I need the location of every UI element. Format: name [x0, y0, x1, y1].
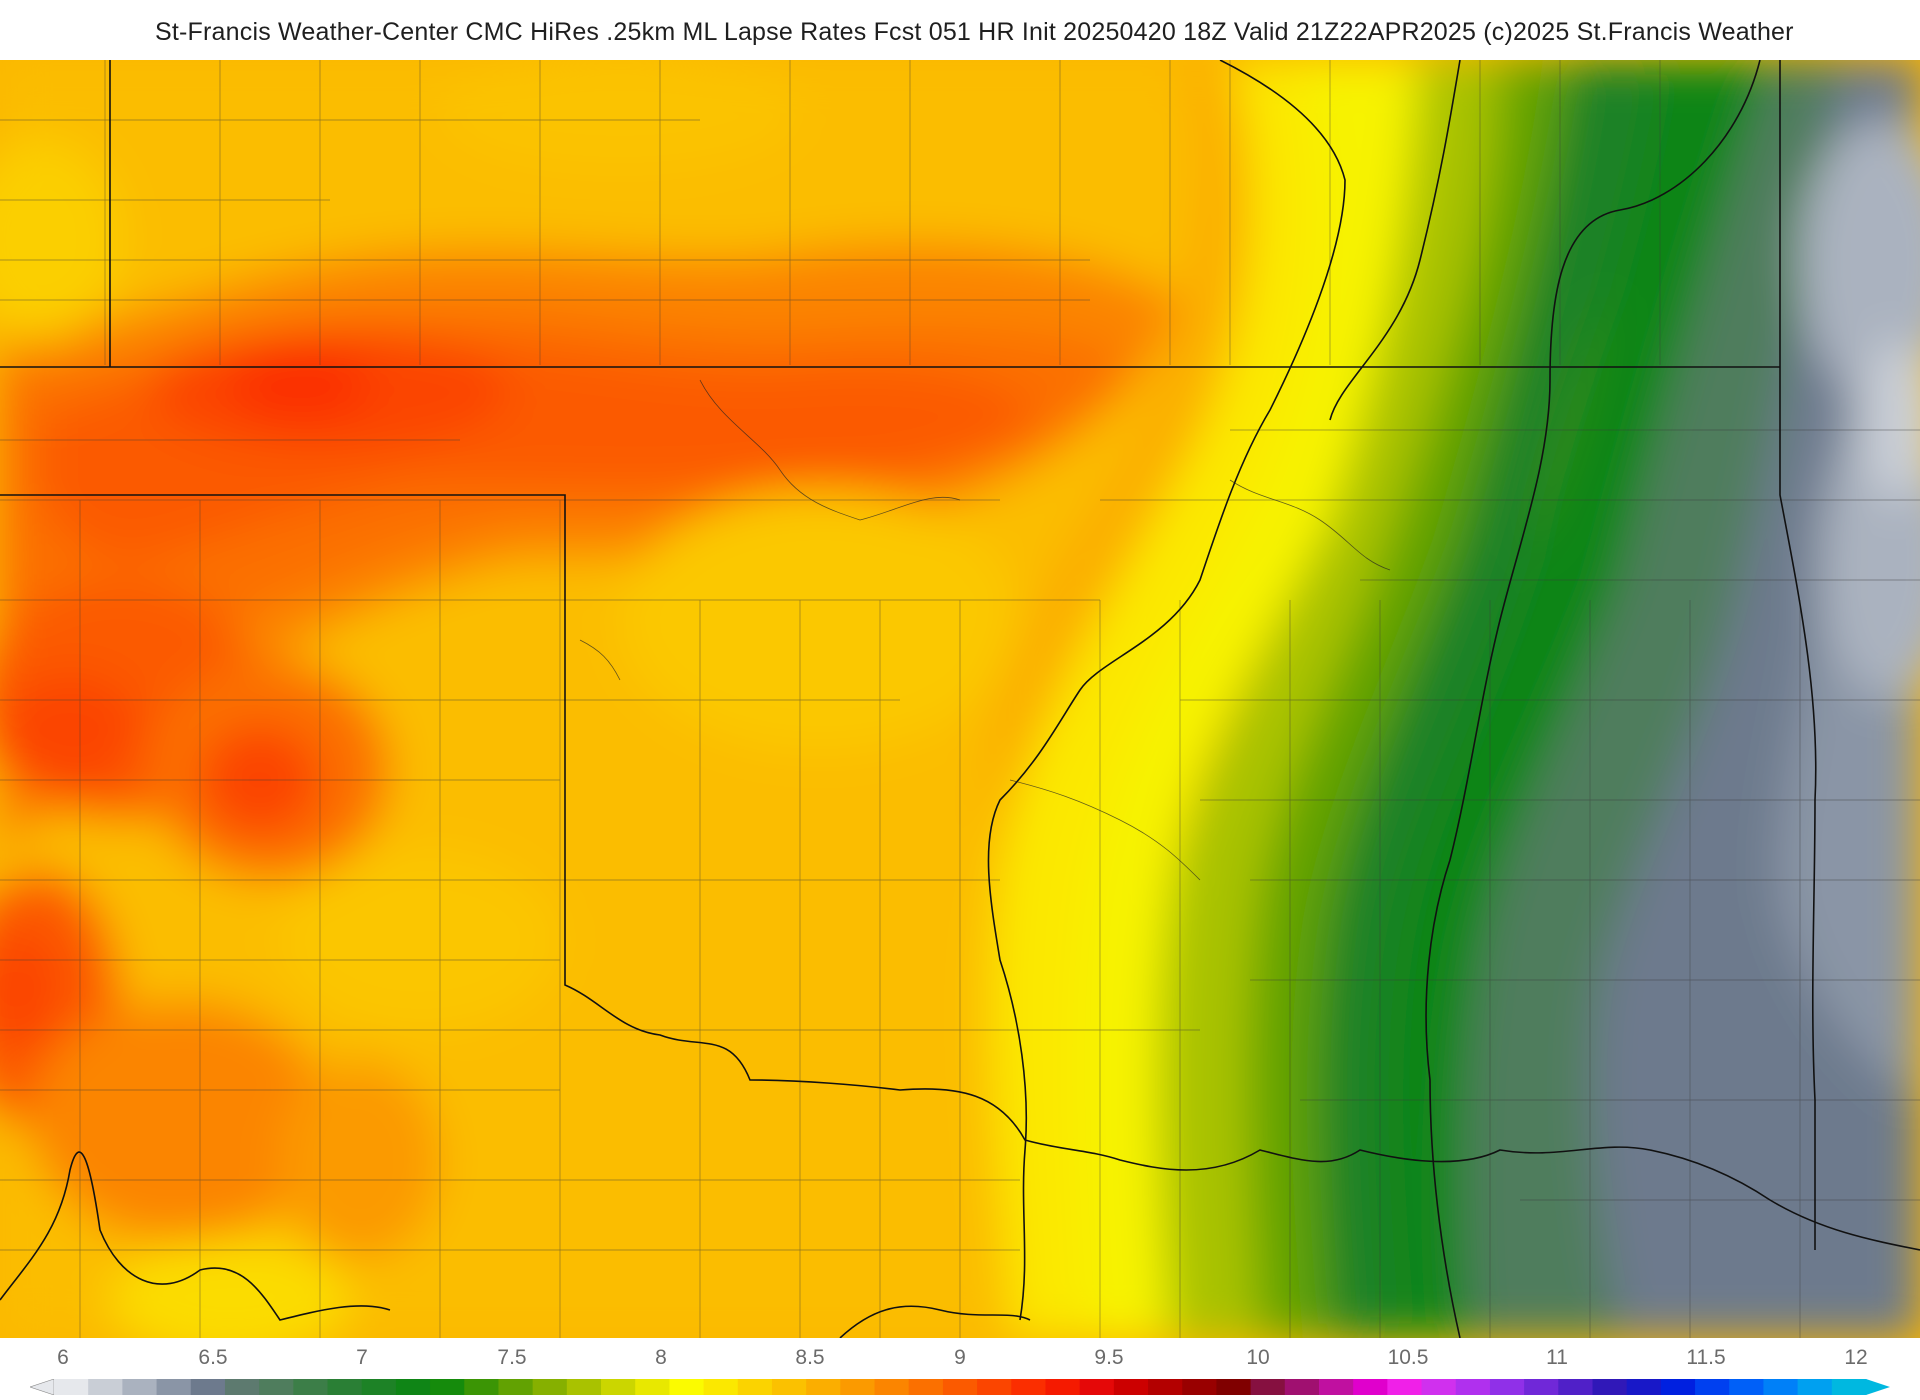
colorbar-swatch	[942, 1379, 978, 1395]
legend-tick: 9	[954, 1346, 966, 1369]
colorbar-swatch	[498, 1379, 534, 1395]
colorbar-swatch	[771, 1379, 807, 1395]
legend-tick: 9.5	[1094, 1346, 1124, 1369]
colorbar-swatch	[635, 1379, 670, 1395]
colorbar-swatch	[1148, 1379, 1183, 1395]
colorbar-swatch	[361, 1379, 397, 1395]
river-lines	[579, 379, 1391, 881]
colorbar-min-arrow	[30, 1379, 55, 1395]
colorbar-swatch	[464, 1379, 499, 1395]
legend-tick: 7	[356, 1346, 368, 1369]
colorbar-swatch	[1011, 1379, 1046, 1395]
colorbar-swatch	[840, 1379, 876, 1395]
colorbar-swatch	[1318, 1379, 1354, 1395]
colorbar-swatch	[1524, 1379, 1559, 1395]
colorbar-swatch	[1284, 1379, 1320, 1395]
colorbar-swatch	[1079, 1379, 1115, 1395]
colorbar-swatch	[1250, 1379, 1286, 1395]
colorbar-swatch	[1797, 1379, 1833, 1395]
legend-tick: 7.5	[497, 1346, 527, 1369]
colorbar-swatch	[1421, 1379, 1457, 1395]
colorbar-swatch	[1489, 1379, 1525, 1395]
colorbar-swatch	[1831, 1379, 1867, 1395]
colorbar-swatch	[1045, 1379, 1081, 1395]
colorbar-swatch	[874, 1379, 910, 1395]
legend-tick: 10	[1246, 1346, 1270, 1369]
colorbar-swatch	[1626, 1379, 1662, 1395]
colorbar-swatch	[395, 1379, 431, 1395]
colorbar-swatch	[532, 1379, 568, 1395]
colorbar-swatch	[1113, 1379, 1149, 1395]
colorbar-swatch	[1763, 1379, 1799, 1395]
colorbar	[30, 1379, 1890, 1395]
legend-tick: 8.5	[795, 1346, 825, 1369]
colorbar-swatch	[224, 1379, 260, 1395]
colorbar-swatch	[1558, 1379, 1593, 1395]
legend-tick: 11	[1546, 1346, 1568, 1369]
colorbar-max-arrow	[1866, 1379, 1890, 1395]
colorbar-swatch	[703, 1379, 739, 1395]
map-canvas	[0, 60, 1920, 1338]
lapse-rate-map[interactable]	[0, 60, 1920, 1338]
colorbar-swatch	[190, 1379, 226, 1395]
colorbar-legend: 6 6.5 7 7.5 8 8.5 9 9.5 10 10.5 11 11.5 …	[0, 1338, 1920, 1400]
lapse-rate-field	[0, 60, 1920, 1338]
colorbar-swatch	[259, 1379, 294, 1395]
colorbar-swatch	[430, 1379, 465, 1395]
colorbar-swatch	[566, 1379, 602, 1395]
map-title: St-Francis Weather-Center CMC HiRes .25k…	[155, 18, 1794, 46]
title-bar: St-Francis Weather-Center CMC HiRes .25k…	[0, 0, 1920, 60]
legend-tick: 6	[57, 1346, 69, 1369]
legend-tick: 10.5	[1387, 1346, 1429, 1369]
county-lines	[0, 60, 1920, 1338]
colorbar-swatch	[601, 1379, 636, 1395]
colorbar-swatch	[1455, 1379, 1491, 1395]
colorbar-swatch	[327, 1379, 363, 1395]
legend-tick: 8	[655, 1346, 667, 1369]
colorbar-swatch	[1216, 1379, 1252, 1395]
colorbar-swatch	[737, 1379, 773, 1395]
colorbar-swatch	[156, 1379, 192, 1395]
colorbar-swatch	[54, 1379, 89, 1395]
colorbar-swatch	[977, 1379, 1012, 1395]
colorbar-swatch	[806, 1379, 841, 1395]
colorbar-swatch	[293, 1379, 329, 1395]
colorbar-swatch	[1695, 1379, 1730, 1395]
state-borders	[0, 60, 1920, 1338]
colorbar-swatch	[669, 1379, 705, 1395]
colorbar-swatch	[1387, 1379, 1423, 1395]
legend-tick: 12	[1844, 1346, 1868, 1369]
colorbar-swatch	[1729, 1379, 1764, 1395]
legend-tick: 11.5	[1686, 1346, 1726, 1369]
colorbar-swatch	[1660, 1379, 1696, 1395]
colorbar-swatch	[908, 1379, 944, 1395]
colorbar-swatch	[122, 1379, 158, 1395]
colorbar-swatch	[88, 1379, 123, 1395]
legend-tick: 6.5	[198, 1346, 228, 1369]
colorbar-swatch	[1353, 1379, 1388, 1395]
colorbar-swatch	[1182, 1379, 1217, 1395]
colorbar-swatch	[1592, 1379, 1628, 1395]
